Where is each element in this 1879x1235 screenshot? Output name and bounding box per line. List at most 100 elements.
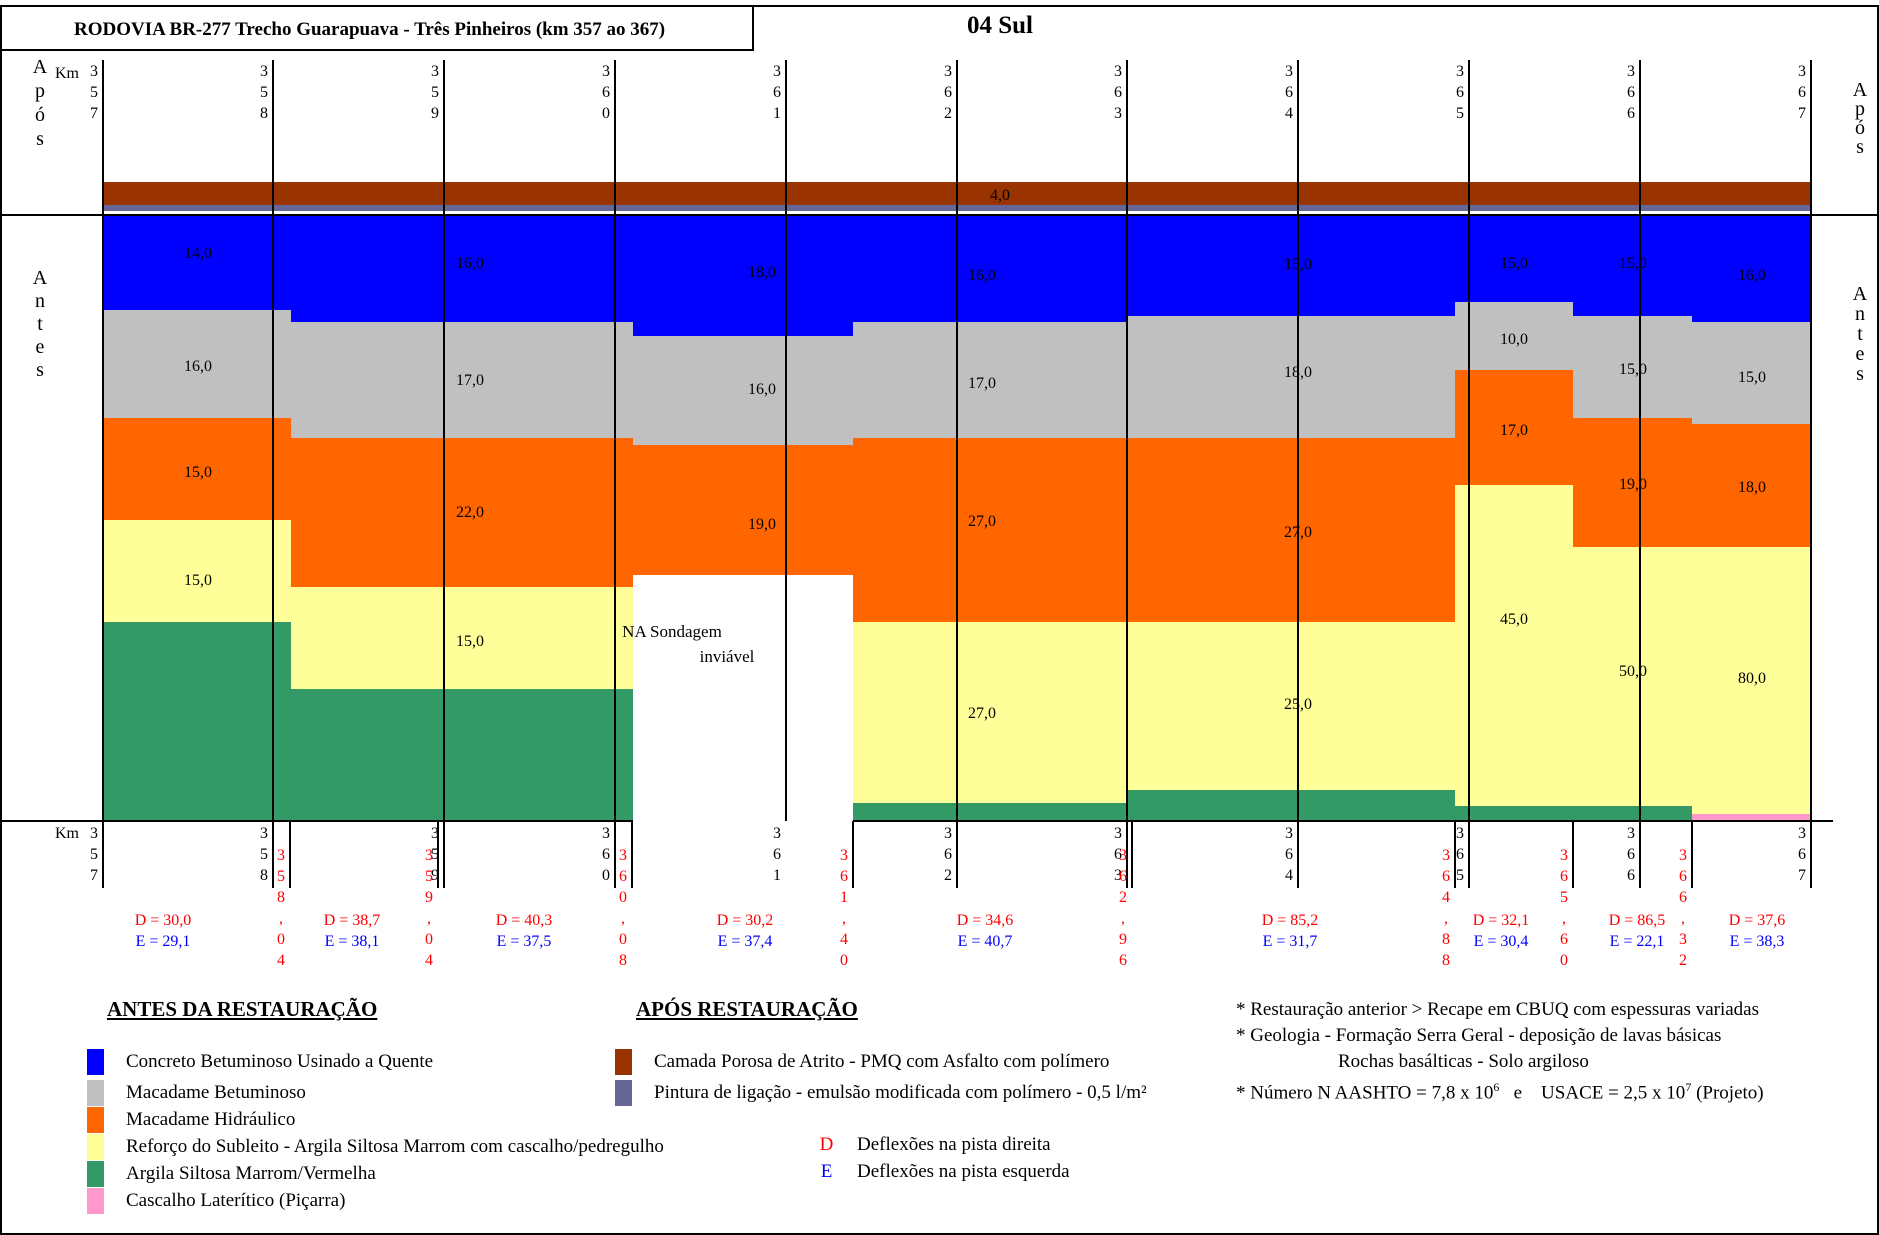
segment-boundary-digit: 6 xyxy=(1679,889,1687,906)
layer-block xyxy=(853,215,1127,322)
label-apos-left: ó xyxy=(35,104,45,126)
km-label-top: Km xyxy=(55,65,80,82)
km-label-bottom: Km xyxy=(55,825,80,842)
km-digit-top: 5 xyxy=(1456,105,1464,122)
label-antes-left: t xyxy=(37,313,43,335)
layer-block xyxy=(853,803,1127,821)
segment-boundary-digit: 3 xyxy=(840,847,848,864)
label-antes-left: s xyxy=(36,359,44,381)
layer-thickness-label: 17,0 xyxy=(456,372,484,389)
km-digit-bottom: 5 xyxy=(260,846,268,863)
layer-thickness-label: 15,0 xyxy=(456,633,484,650)
layer-block xyxy=(1127,438,1455,622)
na-sondagem-line2: inviável xyxy=(700,647,755,666)
layer-thickness-label: 16,0 xyxy=(1738,267,1766,284)
segment-boundary-digit: , xyxy=(1562,910,1566,927)
km-digit-top: 3 xyxy=(602,63,610,80)
segment-boundary-digit: , xyxy=(1681,910,1685,927)
km-digit-bottom: 3 xyxy=(1456,825,1464,842)
label-apos-left: p xyxy=(35,80,45,102)
layer-block xyxy=(853,438,1127,622)
layer-block xyxy=(103,622,291,821)
layer-thickness-label: 14,0 xyxy=(184,245,212,262)
segment-boundary-digit: , xyxy=(842,910,846,927)
layer-block xyxy=(1692,215,1811,322)
layer-block xyxy=(291,322,633,438)
km-digit-bottom: 6 xyxy=(773,846,781,863)
layer-block xyxy=(1127,316,1455,438)
segment-boundary-digit: 3 xyxy=(425,847,433,864)
km-digit-bottom: 6 xyxy=(602,846,610,863)
layer-block xyxy=(291,438,633,587)
km-digit-top: 5 xyxy=(431,84,439,101)
km-digit-bottom: 3 xyxy=(773,825,781,842)
segment-boundary-digit: 5 xyxy=(277,868,285,885)
segment-boundary-digit: 0 xyxy=(840,952,848,969)
segment-boundary-digit: 8 xyxy=(1442,931,1450,948)
deflection-e: E = 38,3 xyxy=(1730,933,1785,950)
km-digit-bottom: 3 xyxy=(944,825,952,842)
km-digit-bottom: 6 xyxy=(1285,846,1293,863)
layer-block xyxy=(633,445,853,575)
km-digit-bottom: 5 xyxy=(1456,867,1464,884)
km-digit-top: 6 xyxy=(602,84,610,101)
layer-block xyxy=(103,520,291,622)
segment-boundary-digit: 3 xyxy=(277,847,285,864)
deflection-d: D = 86,5 xyxy=(1609,912,1666,929)
label-antes-right: t xyxy=(1857,323,1863,345)
layer-block-picarra xyxy=(1692,814,1811,821)
segment-boundary-digit: 3 xyxy=(1560,847,1568,864)
label-apos-right: ó xyxy=(1855,117,1865,139)
deflection-d: D = 40,3 xyxy=(496,912,553,929)
km-digit-top: 8 xyxy=(260,105,268,122)
km-digit-bottom: 1 xyxy=(773,867,781,884)
km-digit-top: 5 xyxy=(260,84,268,101)
deflection-d: D = 30,0 xyxy=(135,912,192,929)
segment-boundary-digit: 9 xyxy=(425,889,433,906)
km-digit-bottom: 3 xyxy=(1627,825,1635,842)
km-digit-bottom: 3 xyxy=(1798,825,1806,842)
segment-boundary-digit: 3 xyxy=(619,847,627,864)
layer-thickness-label: 19,0 xyxy=(1619,476,1647,493)
km-digit-top: 3 xyxy=(260,63,268,80)
segment-boundary-digit: , xyxy=(427,910,431,927)
layer-block xyxy=(1692,424,1811,547)
segment-boundary-digit: 6 xyxy=(1119,868,1127,885)
layer-thickness-label: 17,0 xyxy=(1500,422,1528,439)
km-marker-labels: 3355773355883355993366003366113366223366… xyxy=(55,63,1806,884)
label-apos-right: p xyxy=(1855,98,1865,120)
deflection-e: E = 31,7 xyxy=(1263,933,1318,950)
km-digit-top: 6 xyxy=(1627,105,1635,122)
km-digit-bottom: 6 xyxy=(1456,846,1464,863)
layer-block xyxy=(1573,806,1692,821)
deflection-d: D = 30,2 xyxy=(717,912,774,929)
layer-thickness-label: 45,0 xyxy=(1500,611,1528,628)
km-digit-bottom: 0 xyxy=(602,867,610,884)
segment-boundary-digit: 5 xyxy=(1560,889,1568,906)
deflection-e: E = 37,4 xyxy=(718,933,773,950)
km-digit-top: 5 xyxy=(90,84,98,101)
km-digit-top: 3 xyxy=(1627,63,1635,80)
layer-thickness-label: 10,0 xyxy=(1500,331,1528,348)
segment-boundary-digit: 2 xyxy=(1119,889,1127,906)
diagram-frame xyxy=(0,5,1879,1235)
layer-thickness-label: 18,0 xyxy=(1738,479,1766,496)
segment-boundary-digit: , xyxy=(279,910,283,927)
km-digit-bottom: 3 xyxy=(260,825,268,842)
layer-thickness-label: 22,0 xyxy=(456,504,484,521)
km-digit-top: 3 xyxy=(1114,63,1122,80)
km-digit-top: 3 xyxy=(431,63,439,80)
layer-thickness-label: 19,0 xyxy=(748,516,776,533)
diagram-title: RODOVIA BR-277 Trecho Guarapuava - Três … xyxy=(74,19,665,40)
km-digit-bottom: 9 xyxy=(431,867,439,884)
deflection-d: D = 37,6 xyxy=(1729,912,1786,929)
layer-block xyxy=(853,322,1127,438)
label-apos-right: s xyxy=(1856,136,1864,158)
segment-boundary-digit: 6 xyxy=(1560,931,1568,948)
km-digit-top: 3 xyxy=(773,63,781,80)
label-antes-left: e xyxy=(36,336,45,358)
segment-boundary-digit: 6 xyxy=(1560,868,1568,885)
km-digit-bottom: 5 xyxy=(90,846,98,863)
km-digit-top: 6 xyxy=(1627,84,1635,101)
